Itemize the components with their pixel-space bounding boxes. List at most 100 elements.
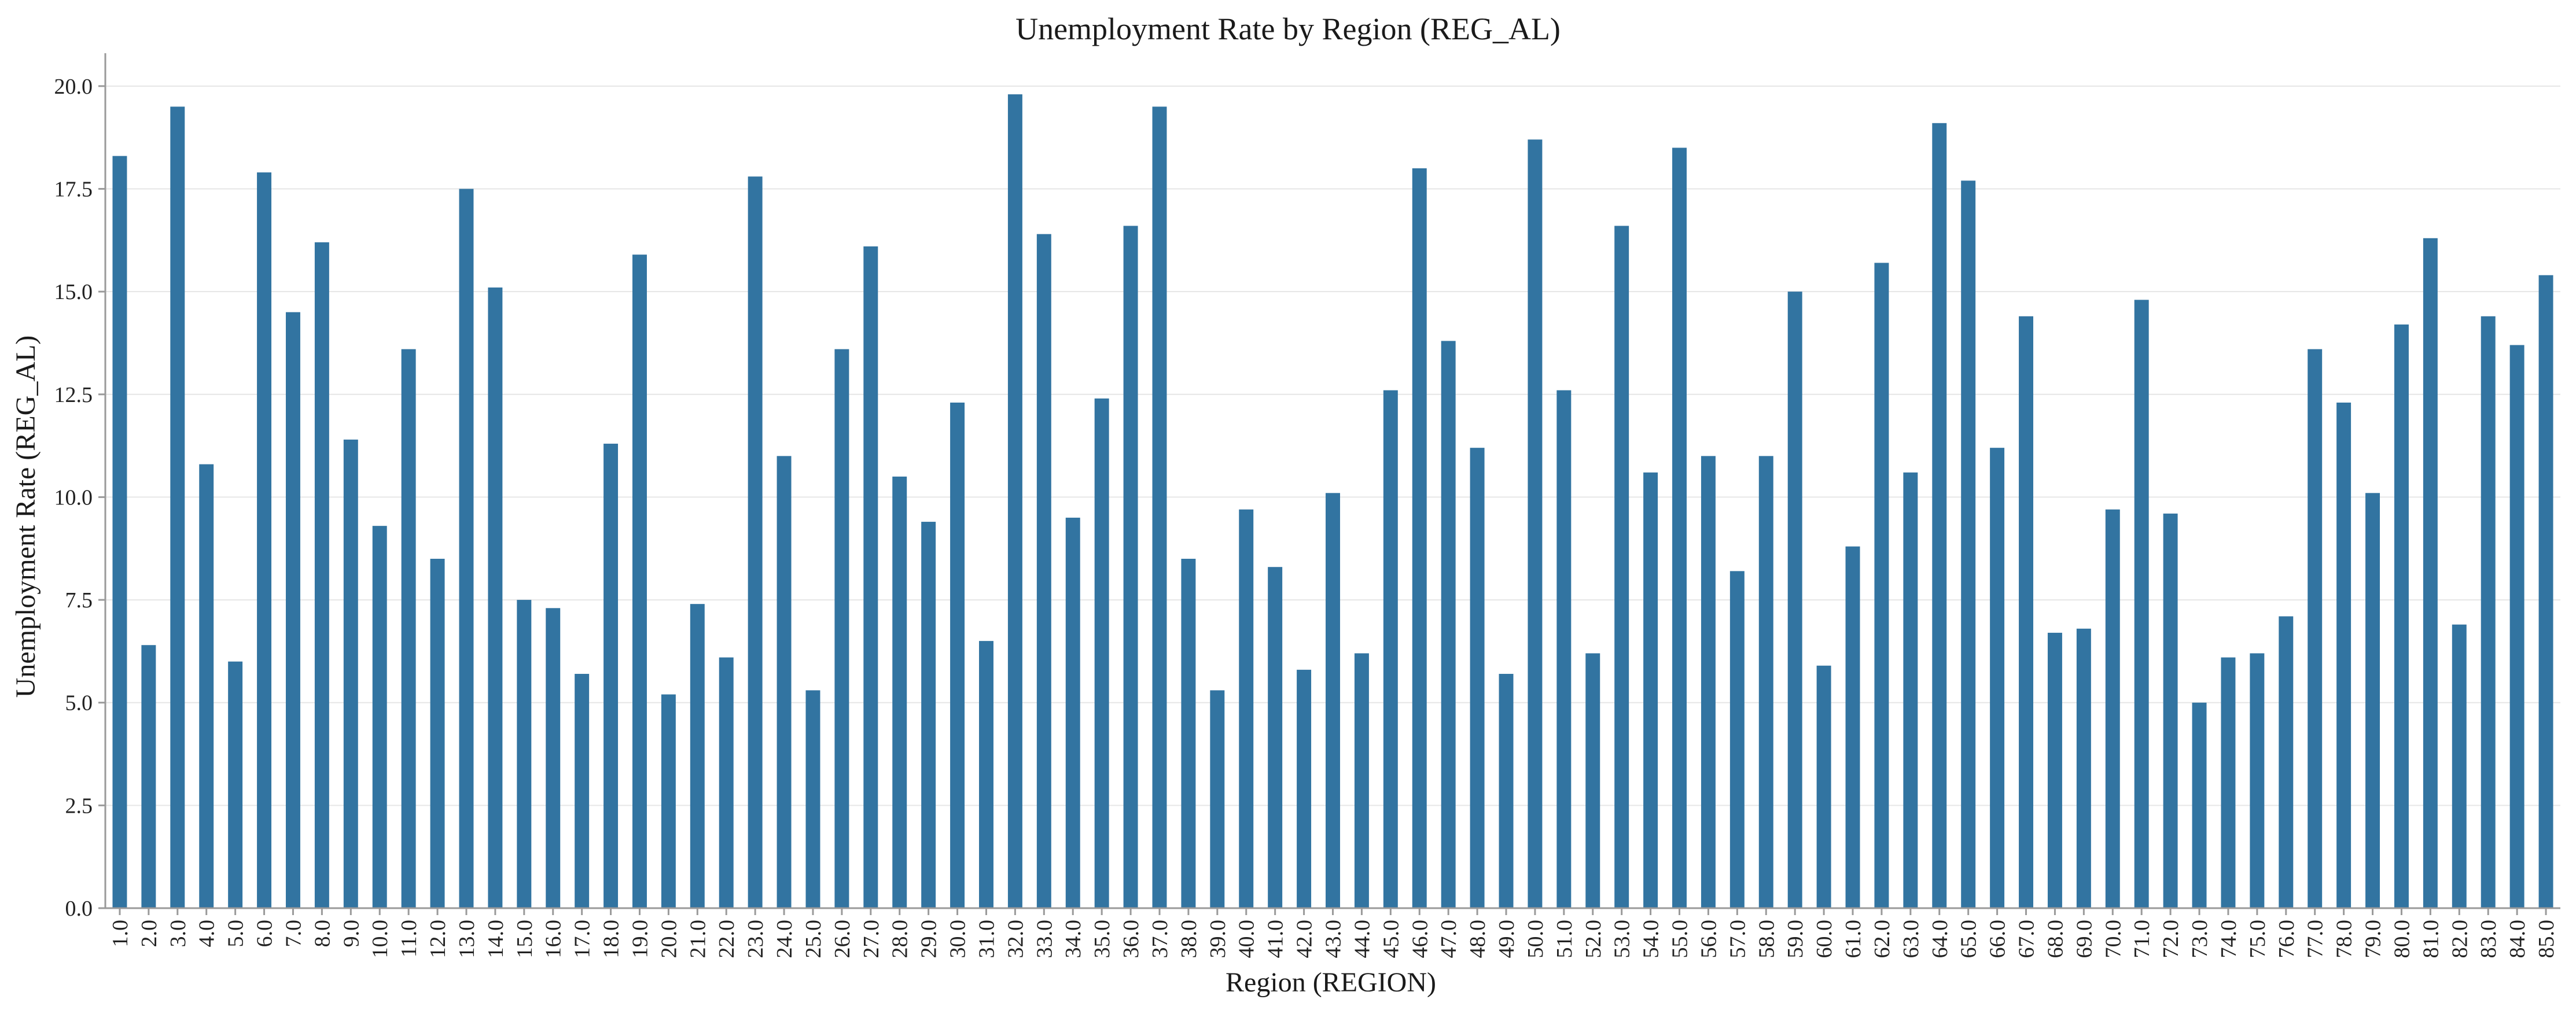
bar [1412, 168, 1427, 908]
x-tick-label: 18.0 [599, 920, 624, 958]
bar [979, 641, 993, 908]
x-tick-label: 83.0 [2476, 920, 2501, 958]
bar [2394, 324, 2409, 908]
x-tick-label: 54.0 [1639, 920, 1664, 958]
chart-title: Unemployment Rate by Region (REG_AL) [1015, 12, 1561, 46]
x-tick-label: 43.0 [1322, 920, 1346, 958]
x-tick-label: 52.0 [1581, 920, 1606, 958]
x-tick-label: 40.0 [1235, 920, 1259, 958]
bar [1787, 292, 1802, 908]
bar [1036, 234, 1051, 909]
x-tick-label: 84.0 [2505, 920, 2530, 958]
x-tick-label: 17.0 [571, 920, 595, 958]
x-tick-label: 29.0 [917, 920, 941, 958]
bar [1210, 690, 1225, 908]
x-tick-label: 62.0 [1870, 920, 1894, 958]
bar [488, 287, 503, 909]
x-tick-label: 80.0 [2390, 920, 2414, 958]
bar [1932, 123, 1947, 908]
bar [228, 661, 243, 908]
bar [1065, 517, 1080, 908]
x-tick-label: 74.0 [2217, 920, 2241, 958]
x-tick-label: 36.0 [1119, 920, 1143, 958]
x-tick-label: 69.0 [2072, 920, 2096, 958]
x-tick-label: 15.0 [513, 920, 537, 958]
bar [401, 349, 416, 908]
bar [1354, 653, 1369, 908]
bar [921, 522, 936, 908]
bar [285, 312, 300, 908]
bar [1845, 546, 1860, 908]
x-axis-ticks: 1.0 2.0 3.0 4.0 5.0 6.0 7.0 8.0 9.0 10.0 11.0 12.0 1… [108, 908, 2559, 958]
x-tick-label: 79.0 [2361, 920, 2386, 958]
y-tick-label: 12.5 [54, 383, 93, 407]
x-tick-label: 12.0 [426, 920, 450, 958]
x-tick-label: 53.0 [1610, 920, 1635, 958]
bar [343, 439, 358, 908]
x-tick-label: 25.0 [801, 920, 826, 958]
bar [863, 246, 878, 908]
y-tick-label: 2.5 [65, 794, 93, 818]
bar [719, 657, 734, 908]
bar [141, 645, 156, 908]
x-tick-label: 8.0 [310, 920, 334, 947]
bar [892, 476, 907, 908]
bars [112, 94, 2553, 909]
x-tick-label: 64.0 [1928, 920, 1952, 958]
x-tick-label: 27.0 [859, 920, 884, 958]
bar [690, 604, 705, 908]
bar [1961, 180, 1976, 909]
bar [1181, 559, 1196, 908]
bar [2250, 653, 2265, 908]
bar [1758, 456, 1773, 908]
x-tick-label: 1.0 [108, 920, 133, 947]
x-tick-label: 38.0 [1177, 920, 1201, 958]
bar [372, 526, 387, 908]
x-tick-label: 33.0 [1032, 920, 1057, 958]
bar [1528, 139, 1543, 908]
bar [314, 242, 329, 909]
x-tick-label: 59.0 [1783, 920, 1808, 958]
bar [1816, 665, 1831, 908]
x-tick-label: 20.0 [657, 920, 681, 958]
x-tick-label: 55.0 [1668, 920, 1692, 958]
y-tick-label: 5.0 [65, 691, 93, 716]
bar [1499, 673, 1514, 908]
bar [1729, 571, 1745, 908]
x-axis-label: Region (REGION) [1226, 967, 1436, 998]
bar [2047, 632, 2062, 908]
y-tick-label: 7.5 [65, 588, 93, 613]
x-tick-label: 73.0 [2188, 920, 2212, 958]
x-tick-label: 50.0 [1523, 920, 1548, 958]
x-tick-label: 23.0 [744, 920, 768, 958]
x-tick-label: 11.0 [397, 920, 421, 957]
bar [430, 559, 445, 908]
x-tick-label: 39.0 [1206, 920, 1230, 958]
x-tick-label: 22.0 [715, 920, 739, 958]
x-tick-label: 5.0 [224, 920, 248, 947]
bar [257, 172, 272, 908]
y-tick-label: 15.0 [54, 280, 93, 304]
x-tick-label: 32.0 [1003, 920, 1028, 958]
x-tick-label: 70.0 [2101, 920, 2125, 958]
bar [199, 464, 214, 908]
x-tick-label: 51.0 [1552, 920, 1577, 958]
bar [1297, 669, 1312, 908]
bar [1556, 390, 1572, 908]
bar [2452, 624, 2467, 908]
bar [2481, 316, 2496, 908]
x-tick-label: 3.0 [166, 920, 190, 947]
x-tick-label: 78.0 [2332, 920, 2357, 958]
bar [748, 176, 763, 908]
x-tick-label: 31.0 [974, 920, 999, 958]
x-tick-label: 28.0 [888, 920, 912, 958]
bar [1874, 263, 1889, 908]
bar [1990, 448, 2005, 908]
bar [575, 673, 590, 908]
bar [2336, 402, 2351, 908]
bar [1701, 456, 1716, 908]
x-tick-label: 57.0 [1725, 920, 1750, 958]
bar [1903, 472, 1918, 908]
bar [2279, 616, 2294, 908]
x-tick-label: 60.0 [1812, 920, 1837, 958]
